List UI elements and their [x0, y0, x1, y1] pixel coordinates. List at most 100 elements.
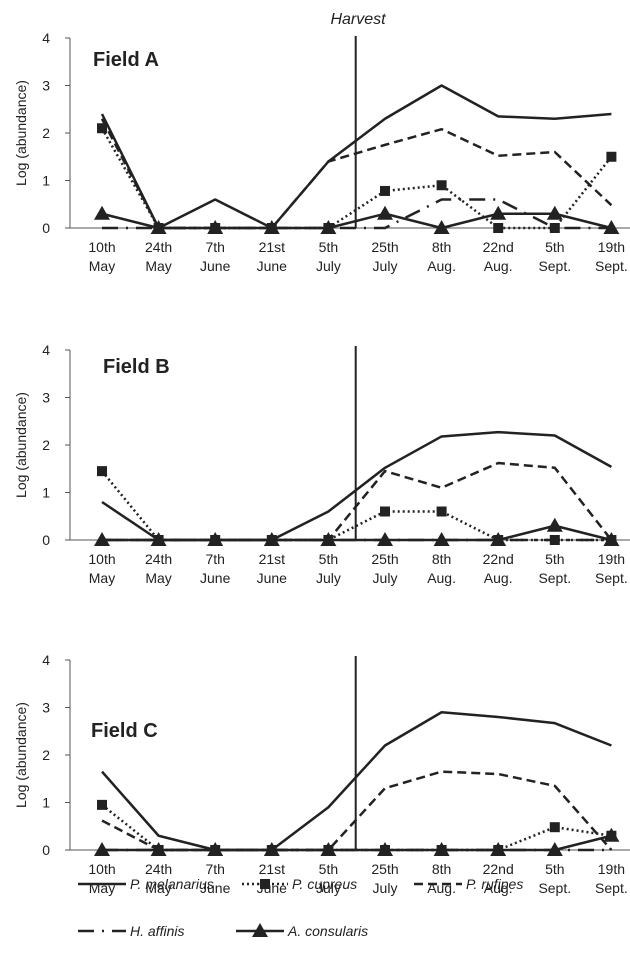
y-tick-label: 4	[42, 342, 50, 358]
x-tick-label: Sept.	[538, 880, 571, 896]
x-tick-label: Sept.	[538, 258, 571, 274]
x-tick-label: Sept.	[538, 570, 571, 586]
x-tick-label: July	[316, 880, 341, 896]
data-point-con	[490, 842, 507, 856]
data-point-con	[263, 842, 280, 856]
series-line-con	[102, 834, 612, 852]
data-point-cup	[549, 822, 560, 833]
x-tick-label: Sept.	[595, 570, 628, 586]
panel-1: 0 1 2 3 4 Log (abundance) 10th May 24th May 7th Jun…	[13, 30, 630, 274]
data-point-cup	[97, 466, 107, 477]
x-tick-label: 25th	[371, 861, 398, 877]
x-tick-label: June	[257, 258, 288, 274]
x-tick-label: 7th	[205, 239, 224, 255]
data-point-con	[94, 532, 110, 546]
data-point-con	[320, 842, 337, 856]
x-tick-label: 5th	[545, 551, 564, 567]
x-tick-label: June	[257, 570, 288, 586]
panel-title: Field C	[91, 720, 158, 742]
x-tick-label: 7th	[205, 551, 224, 567]
data-point-con	[320, 220, 337, 234]
data-point-cup	[436, 180, 447, 191]
legend: P. melanarius P. cupreus P. rufipes H. affi…	[78, 876, 523, 939]
data-point-con	[94, 842, 110, 856]
data-point-cup	[380, 185, 390, 196]
x-tick-label: 8th	[432, 239, 451, 255]
x-tick-label: 5th	[319, 861, 338, 877]
y-tick-label: 3	[42, 390, 50, 406]
y-tick-label: 0	[42, 220, 50, 236]
legend-label: P. rufipes	[466, 876, 523, 892]
x-tick-label: 5th	[545, 861, 564, 877]
y-tick-label: 2	[42, 125, 50, 141]
x-tick-label: May	[89, 570, 115, 586]
panel-title: Field A	[93, 49, 159, 71]
legend-item-ruf: P. rufipes	[414, 876, 523, 892]
series-line-ruf	[100, 118, 613, 230]
x-tick-label: Sept.	[595, 258, 628, 274]
series-con	[94, 205, 620, 234]
data-point-con	[207, 842, 224, 856]
x-tick-label: July	[373, 880, 398, 896]
data-point-con	[263, 220, 280, 234]
data-point-cup	[493, 223, 504, 233]
harvest-annotation: Harvest	[330, 11, 386, 28]
y-tick-label: 3	[42, 700, 50, 716]
data-point-con	[546, 517, 563, 532]
data-point-cup	[606, 151, 617, 162]
x-tick-label: Aug.	[427, 258, 456, 274]
x-tick-label: June	[200, 880, 231, 896]
y-axis-label: Log (abundance)	[13, 702, 29, 808]
y-tick-label: 2	[42, 747, 50, 763]
x-tick-label: May	[145, 258, 171, 274]
data-point-cup	[97, 799, 107, 810]
x-tick-label: 19th	[598, 551, 625, 567]
data-point-con	[603, 220, 620, 234]
data-point-con	[263, 532, 280, 546]
y-axis-label: Log (abundance)	[13, 80, 29, 186]
data-point-con	[603, 827, 620, 842]
x-tick-label: Sept.	[595, 880, 628, 896]
legend-item-aff: H. affinis	[78, 923, 184, 939]
data-point-con	[207, 220, 224, 234]
y-tick-label: 4	[42, 30, 50, 46]
series-con	[94, 827, 620, 856]
data-point-con	[150, 532, 167, 546]
data-point-con	[433, 220, 450, 234]
data-point-con	[433, 842, 450, 856]
x-tick-label: 22nd	[483, 551, 514, 567]
x-tick-label: 21st	[259, 551, 286, 567]
data-point-con	[377, 205, 393, 220]
series-line-con	[102, 524, 612, 542]
x-tick-label: 8th	[432, 861, 451, 877]
series-line-cup	[101, 470, 612, 542]
x-tick-label: 10th	[88, 239, 115, 255]
data-point-cup	[436, 506, 447, 517]
x-tick-label: Aug.	[484, 258, 513, 274]
x-tick-label: 25th	[371, 239, 398, 255]
data-point-con	[546, 842, 563, 856]
x-tick-label: 19th	[598, 861, 625, 877]
x-tick-label: 21st	[259, 861, 286, 877]
x-tick-label: June	[200, 570, 231, 586]
y-tick-label: 1	[42, 173, 50, 189]
x-tick-label: Aug.	[484, 880, 513, 896]
x-tick-label: 8th	[432, 551, 451, 567]
legend-label: P. melanarius	[130, 876, 214, 892]
legend-label: P. cupreus	[292, 876, 357, 892]
x-tick-label: 5th	[545, 239, 564, 255]
data-point-con	[490, 205, 507, 220]
y-tick-label: 2	[42, 437, 50, 453]
y-tick-label: 1	[42, 795, 50, 811]
data-point-con	[377, 842, 393, 856]
x-tick-label: July	[316, 258, 341, 274]
panel-3: 0 1 2 3 4 Log (abundance) 10th May 24th May 7th Jun…	[13, 652, 630, 896]
y-tick-label: 0	[42, 842, 50, 858]
data-point-con	[490, 532, 507, 546]
data-point-con	[150, 842, 167, 856]
data-point-cup	[97, 123, 107, 134]
data-point-con	[433, 532, 450, 546]
legend-item-cup: P. cupreus	[242, 876, 357, 892]
x-tick-label: July	[316, 570, 341, 586]
